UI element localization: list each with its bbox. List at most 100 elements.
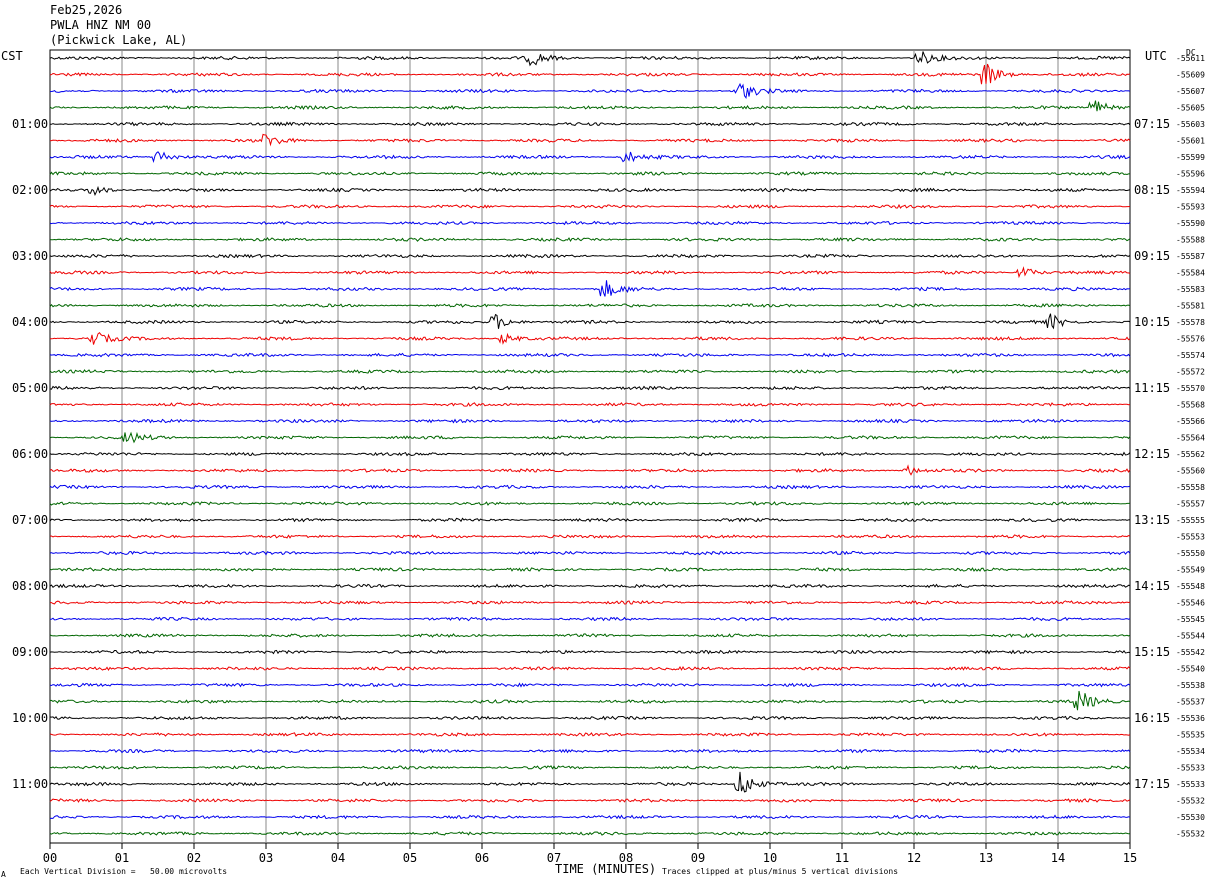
dc-offset-row-31: -55549 [1176,566,1205,575]
trace-row-25 [49,464,1131,476]
left-hour-label-5: 06:00 [12,447,48,461]
right-hour-label-3: 10:15 [1134,315,1170,329]
dc-offset-row-9: -55593 [1176,203,1205,212]
x-axis-ticks: 00 01 02 03 04 05 06 07 08 09 10 11 12 13 14 15 [43,843,1137,865]
trace-row-39 [49,690,1131,711]
trace-row-30 [49,550,1131,556]
corner-mark: A [1,870,6,879]
x-tick-label-02: 02 [187,851,201,865]
trace-row-31 [49,567,1131,572]
trace-row-7 [49,171,1131,176]
dc-offset-row-1: -55609 [1176,71,1205,80]
trace-row-21 [49,402,1131,407]
trace-row-34 [49,616,1131,622]
right-hour-label-9: 16:15 [1134,711,1170,725]
trace-row-32 [49,583,1131,589]
x-tick-label-08: 08 [619,851,633,865]
dc-offset-row-42: -55534 [1176,747,1205,756]
trace-row-28 [49,517,1131,523]
x-tick-label-07: 07 [547,851,561,865]
dc-offset-row-8: -55594 [1176,186,1205,195]
left-hour-label-1: 02:00 [12,183,48,197]
trace-row-22 [49,418,1131,424]
trace-row-6 [49,151,1131,163]
trace-row-43 [49,765,1131,770]
dc-offset-row-37: -55540 [1176,665,1205,674]
dc-offset-row-32: -55548 [1176,582,1205,591]
right-hour-labels: 07:15 08:15 09:15 10:15 11:15 12:15 13:15 14:15… [1134,117,1170,791]
right-hour-label-6: 13:15 [1134,513,1170,527]
trace-row-0 [49,51,1131,67]
trace-row-47 [49,831,1131,836]
x-tick-label-05: 05 [403,851,417,865]
right-hour-label-10: 17:15 [1134,777,1170,791]
seismic-traces [49,51,1131,836]
scale-note: Each Vertical Division = 50.00 microvolt… [20,867,228,876]
dc-offset-row-28: -55555 [1176,516,1205,525]
right-hour-label-2: 09:15 [1134,249,1170,263]
dc-offset-row-40: -55536 [1176,714,1205,723]
trace-row-45 [49,798,1131,803]
left-hour-label-7: 08:00 [12,579,48,593]
trace-row-14 [49,280,1131,297]
dc-offset-row-29: -55553 [1176,533,1205,542]
dc-offset-row-3: -55605 [1176,104,1205,113]
dc-offset-row-2: -55607 [1176,87,1205,96]
right-hour-label-4: 11:15 [1134,381,1170,395]
trace-row-27 [49,501,1131,506]
trace-row-26 [49,484,1131,490]
trace-row-9 [49,203,1131,209]
trace-row-3 [49,100,1131,112]
x-tick-label-01: 01 [115,851,129,865]
dc-offset-row-36: -55542 [1176,648,1205,657]
x-tick-label-00: 00 [43,851,57,865]
left-hour-labels: 01:00 02:00 03:00 04:00 05:00 06:00 07:00 08:00… [12,117,48,791]
x-tick-label-13: 13 [979,851,993,865]
right-hour-label-5: 12:15 [1134,447,1170,461]
x-tick-label-10: 10 [763,851,777,865]
dc-offset-row-20: -55570 [1176,384,1205,393]
x-tick-label-03: 03 [259,851,273,865]
trace-row-35 [49,633,1131,638]
x-tick-label-09: 09 [691,851,705,865]
dc-offset-row-6: -55599 [1176,153,1205,162]
trace-row-13 [49,266,1131,279]
dc-offset-row-43: -55533 [1176,764,1205,773]
dc-offset-labels: -55611 -55609 -55607 -55605 -55603 -55601 -555… [1176,54,1205,839]
right-hour-label-7: 14:15 [1134,579,1170,593]
left-hour-label-3: 04:00 [12,315,48,329]
left-hour-label-10: 11:00 [12,777,48,791]
header-station: PWLA HNZ NM 00 [50,18,152,32]
trace-row-11 [49,236,1131,243]
header-location: (Pickwick Lake, AL) [50,33,188,47]
x-tick-label-12: 12 [907,851,921,865]
trace-row-16 [49,313,1131,330]
trace-row-15 [49,303,1131,308]
left-hour-label-2: 03:00 [12,249,48,263]
trace-row-42 [49,748,1131,754]
trace-row-23 [49,431,1131,444]
x-tick-label-14: 14 [1051,851,1065,865]
header-date: Feb25,2026 [50,3,123,17]
right-hour-label-8: 15:15 [1134,645,1170,659]
dc-offset-row-7: -55596 [1176,170,1205,179]
dc-offset-row-30: -55550 [1176,549,1205,558]
trace-row-10 [49,220,1131,226]
dc-offset-row-16: -55578 [1176,318,1205,327]
trace-row-29 [49,534,1131,539]
dc-offset-row-22: -55566 [1176,417,1205,426]
dc-offset-row-44: -55533 [1176,780,1205,789]
dc-offset-row-27: -55557 [1176,500,1205,509]
trace-row-19 [49,369,1131,374]
clip-note: Traces clipped at plus/minus 5 vertical … [662,867,899,876]
dc-offset-row-11: -55588 [1176,236,1205,245]
dc-offset-row-24: -55562 [1176,450,1205,459]
dc-offset-row-12: -55587 [1176,252,1205,261]
minute-gridlines [121,50,1059,843]
dc-offset-row-4: -55603 [1176,120,1205,129]
x-tick-label-04: 04 [331,851,345,865]
trace-row-33 [50,600,1131,605]
right-timezone-label: UTC [1145,49,1167,63]
trace-row-36 [49,649,1131,655]
dc-offset-row-35: -55544 [1176,632,1205,641]
